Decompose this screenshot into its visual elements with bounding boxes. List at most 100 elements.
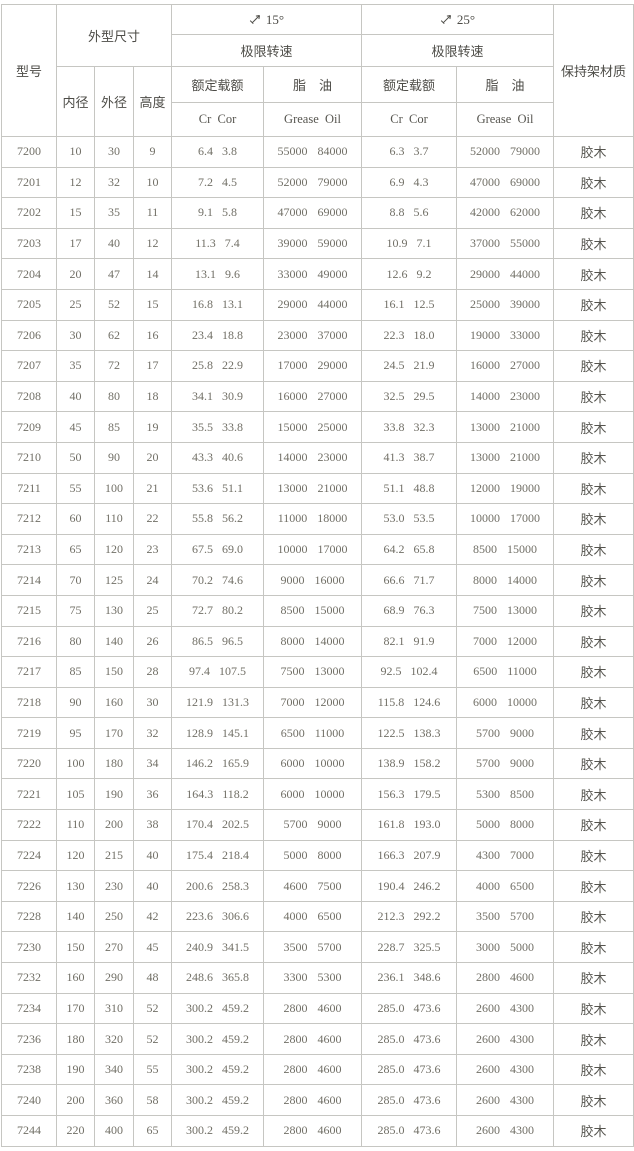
value-cr-25: 33.8 [383,419,405,434]
cell-rated-load-25: 285.0 473.6 [361,992,458,1025]
cell-outer-diameter: 400 [94,1115,134,1147]
cell-height: 48 [133,962,172,994]
value-grease-25: 5700 [476,756,501,771]
value-grease-15: 47000 [277,205,308,220]
cell-rated-load-25: 10.9 7.1 [361,227,458,260]
table-row: 7211 55 100 21 53.6 51.1 13000 21000 51.1 4… [1,472,634,505]
value-oil-25: 7000 [510,847,535,862]
cell-limit-speed-15: 8000 14000 [262,625,363,658]
value-cr-25: 32.5 [383,389,405,404]
value-cor-25: 5.6 [413,205,429,220]
value-grease-25: 2600 [476,1031,501,1046]
cell-outer-diameter: 62 [94,319,134,352]
value-oil-25: 9000 [510,725,535,740]
value-oil-25: 10000 [507,694,538,709]
cell-rated-load-15: 200.6 258.3 [171,870,264,902]
value-oil-15: 25000 [317,419,348,434]
cell-height: 14 [133,258,172,290]
cell-limit-speed-15: 5000 8000 [262,839,363,872]
cell-cage-material: 胶木 [553,686,634,719]
value-grease-15: 16000 [277,389,308,404]
value-grease-15: 7500 [280,664,305,679]
value-cr-25: 51.1 [383,480,405,495]
value-cor-25: 53.5 [413,511,435,526]
value-cor-25: 3.7 [413,144,429,159]
cell-limit-speed-25: 25000 39000 [456,288,555,321]
cell-model: 7240 [1,1084,57,1116]
cell-height: 12 [133,227,172,260]
cell-cage-material: 胶木 [553,962,634,994]
table-row: 7234 170 310 52 300.2 459.2 2800 4600 285.… [1,992,634,1025]
value-oil-25: 15000 [507,542,538,557]
cell-cage-material: 胶木 [553,870,634,902]
cell-height: 55 [133,1053,172,1086]
value-cr-15: 300.2 [186,1123,213,1138]
value-oil-15: 5700 [317,939,342,954]
table-row: 7210 50 90 20 43.3 40.6 14000 23000 41.3 38… [1,441,634,474]
cell-rated-load-15: 70.2 74.6 [171,564,264,596]
cell-model: 7228 [1,900,57,933]
cell-model: 7209 [1,411,57,443]
cell-rated-load-15: 86.5 96.5 [171,625,264,658]
bearing-spec-table: 型号 外型尺寸 15° 25° 保持架材质 极限转速 [1,4,634,1147]
cell-rated-load-15: 128.9 145.1 [171,717,264,749]
value-grease-25: 25000 [470,297,501,312]
cell-rated-load-25: 138.9 158.2 [361,747,458,780]
value-cor-15: 9.6 [225,266,240,281]
value-grease-15: 15000 [277,419,308,434]
cell-bore-diameter: 70 [56,564,95,596]
value-grease-15: 23000 [277,327,308,342]
cell-rated-load-25: 122.5 138.3 [361,717,458,749]
contact-angle-arrow-icon [440,13,453,26]
value-cr-15: 72.7 [192,603,213,618]
value-cr-25: 24.5 [383,358,405,373]
cell-cage-material: 胶木 [553,166,634,199]
cell-cage-material: 胶木 [553,656,634,688]
value-grease-15: 17000 [277,358,308,373]
value-cr-25: 161.8 [377,817,405,832]
value-cr-15: 67.5 [192,542,213,557]
value-oil-25: 13000 [507,603,538,618]
cell-limit-speed-25: 8500 15000 [456,533,555,566]
value-cr-15: 86.5 [192,633,213,648]
value-grease-25: 2600 [476,1092,501,1107]
value-grease-25: 2600 [476,1123,501,1138]
cell-bore-diameter: 80 [56,625,95,658]
cell-rated-load-25: 156.3 179.5 [361,778,458,811]
table-row: 7220 100 180 34 146.2 165.9 6000 10000 138… [1,747,634,780]
value-grease-15: 6500 [280,725,305,740]
value-oil-15: 29000 [317,358,348,373]
cell-model: 7217 [1,656,57,688]
cell-limit-speed-25: 2600 4300 [456,1023,555,1055]
cell-model: 7236 [1,1023,57,1055]
cell-cage-material: 胶木 [553,503,634,535]
header-grease-oil-en-25: Grease Oil [456,102,555,137]
value-grease-15: 2800 [283,1062,308,1077]
value-oil-15: 8000 [317,847,342,862]
value-grease-25: 52000 [470,144,501,159]
value-oil-15: 23000 [317,450,348,465]
header-grease-oil-en-15: Grease Oil [262,102,363,137]
value-oil-25: 21000 [510,450,541,465]
value-grease-15: 6000 [280,756,305,771]
value-oil-25: 27000 [510,358,541,373]
cell-model: 7200 [1,136,57,168]
value-cor-25: 76.3 [413,603,435,618]
value-grease-25: 4000 [476,878,501,893]
cell-outer-diameter: 250 [94,900,134,933]
value-grease-15: 3300 [283,970,308,985]
table-row: 7236 180 320 52 300.2 459.2 2800 4600 285.… [1,1023,634,1055]
value-cor-15: 459.2 [222,1062,249,1077]
value-cr-15: 23.4 [192,327,213,342]
cell-cage-material: 胶木 [553,625,634,658]
value-cr-25: 6.3 [389,144,405,159]
cell-height: 24 [133,564,172,596]
cell-model: 7219 [1,717,57,749]
cell-height: 58 [133,1084,172,1116]
value-cor-15: 107.5 [219,664,246,679]
value-cr-25: 166.3 [377,847,405,862]
cell-bore-diameter: 17 [56,227,95,260]
cell-limit-speed-15: 8500 15000 [262,594,363,627]
cell-limit-speed-15: 47000 69000 [262,197,363,229]
cell-limit-speed-25: 47000 69000 [456,166,555,199]
